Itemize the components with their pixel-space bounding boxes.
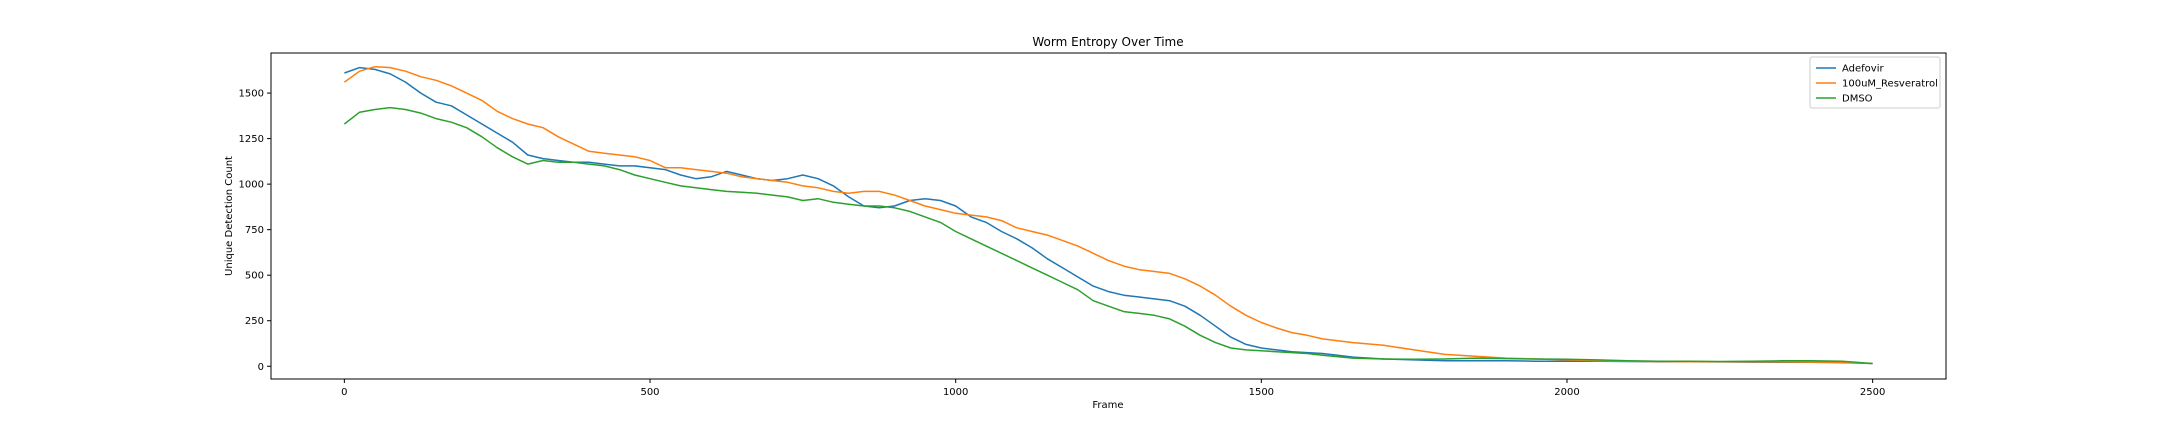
x-tick-label: 1500 <box>1249 387 1274 398</box>
series-line-2 <box>343 65 1873 365</box>
plot-area <box>343 65 1873 365</box>
legend-label: DMSO <box>1842 94 1873 105</box>
series-line-3 <box>343 106 1873 365</box>
legend-box <box>1809 56 1941 109</box>
x-tick-label: 2500 <box>1860 387 1885 398</box>
y-tick-label: 1500 <box>239 89 264 100</box>
y-tick-label: 500 <box>245 271 264 282</box>
plot-frame <box>270 52 1947 380</box>
legend-label: 100uM_Resveratrol <box>1842 79 1938 90</box>
chart-title: Worm Entropy Over Time <box>1032 35 1183 49</box>
y-tick-label: 750 <box>245 225 264 236</box>
y-axis-label: Unique Detection Count <box>224 156 235 276</box>
y-tick-label: 250 <box>245 316 264 327</box>
y-tick-label: 1000 <box>239 180 264 191</box>
x-tick-label: 2000 <box>1554 387 1579 398</box>
legend: Adefovir 100uM_Resveratrol DMSO <box>1809 56 1941 109</box>
series-line-1 <box>344 66 1873 365</box>
x-tick-label: 500 <box>640 387 659 398</box>
y-tick-label: 1250 <box>239 134 264 145</box>
y-axis: 0 250 500 750 1000 1250 1500 <box>239 89 271 373</box>
x-axis: 0 500 1000 1500 2000 2500 <box>341 379 1885 398</box>
x-axis-label: Frame <box>1092 400 1123 411</box>
x-tick-label: 0 <box>341 387 347 398</box>
legend-label: Adefovir <box>1842 64 1885 75</box>
y-tick-label: 0 <box>258 362 264 373</box>
x-tick-label: 1000 <box>943 387 968 398</box>
